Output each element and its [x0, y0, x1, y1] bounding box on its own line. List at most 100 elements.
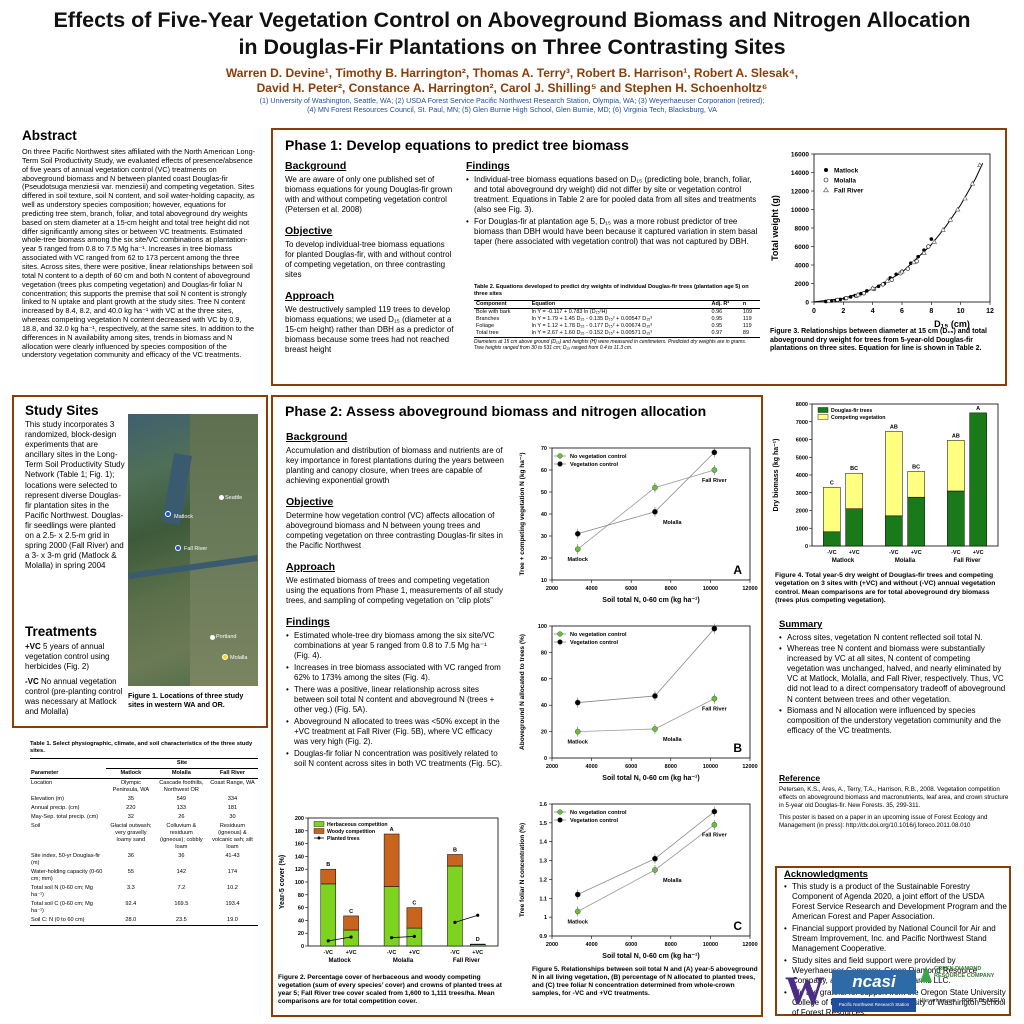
site-label: Matlock	[567, 919, 588, 925]
data-point	[652, 484, 658, 491]
tree-cover-line	[454, 914, 478, 923]
data-point-fall-river	[911, 259, 917, 265]
y-tick-label: 1.4	[539, 840, 548, 846]
phase2-finding-1: Estimated whole-tree dry biomass among t…	[286, 631, 504, 661]
mean-comparison-letter: B	[453, 847, 457, 853]
x-tick-label: 0	[812, 308, 816, 315]
panel-letter: C	[733, 919, 742, 933]
table-cell: 19.0	[227, 917, 238, 923]
y-axis-label: Year-5 cover (%)	[279, 855, 286, 909]
x-tick-label: +VC	[849, 550, 860, 556]
site-label: Matlock	[567, 557, 588, 563]
table-cell: 41-43	[225, 853, 240, 859]
x-tick-label: 2000	[546, 586, 558, 592]
acknowledgments-heading: Acknowledgments	[784, 869, 868, 880]
y-axis-label: Tree foliar N concentration (%)	[519, 823, 526, 917]
table-cell: 3.3	[126, 885, 135, 891]
treatment-novc-text: No annual vegetation control (pre-planti…	[25, 677, 123, 717]
table-row: Branches ln Y = 1.79 + 1.45 D₁₅ - 0.135 D…	[474, 316, 760, 323]
data-point	[652, 855, 658, 862]
table-row: May-Sep. total precip. (cm) 32 26 30	[30, 813, 258, 822]
y-axis-label: Tree + competing vegetation N (kg ha⁻¹)	[519, 452, 526, 575]
legend-label: Vegetation control	[570, 462, 618, 468]
green-diamond-logo: GREEN DIAMOND RESOURCE COMPANY	[934, 966, 995, 979]
y-tick-label: 60	[298, 906, 304, 912]
treatments-novc: -VC No annual vegetation control (pre-pl…	[25, 677, 125, 717]
legend-label: Douglas-fir trees	[831, 408, 872, 414]
data-point	[574, 699, 581, 706]
bar-segment	[947, 490, 965, 547]
x-tick-label: 6000	[625, 586, 637, 592]
map-label-seattle: Seattle	[225, 495, 243, 501]
panel-letter: A	[733, 563, 742, 577]
data-point	[574, 908, 581, 915]
legend-label: Fall River	[834, 188, 864, 195]
table-row: Total soil C (0-60 cm; Mg ha⁻¹) 92.4 169.5…	[30, 900, 258, 916]
affiliations-line2: (4) MN Forest Resources Council, St. Pau…	[307, 105, 717, 114]
y-tick-label: 60	[541, 468, 547, 474]
x-tick-label: 10000	[703, 586, 718, 592]
table2-caption: Table 2. Equations developed to predict …	[474, 284, 749, 297]
tree-cover-point	[349, 935, 353, 939]
table-cell: Total soil C (0-60 cm; Mg ha⁻¹)	[31, 901, 93, 914]
y-tick-label: 2000	[796, 509, 808, 515]
table-row: Location Olympic Peninsula, WA Cascade foo…	[30, 779, 258, 796]
bar-segment	[406, 907, 423, 929]
table-cell: 36	[127, 853, 134, 859]
figure5-caption: Figure 5. Relationships between soil tot…	[532, 966, 758, 997]
data-point-fall-river	[947, 216, 954, 222]
mean-comparison-letter: AB	[952, 433, 960, 439]
phase2-objective-heading: Objective	[286, 496, 334, 508]
table-row: Site index, 50-yr Douglas-fir (m) 36 36 41-…	[30, 852, 258, 868]
series-line	[577, 698, 715, 732]
map-label-matlock: Matlock	[174, 514, 193, 520]
table-cell: 0.95	[711, 316, 723, 322]
treatment-novc-label: -VC	[25, 677, 39, 686]
ack-item-2: Financial support provided by National C…	[784, 924, 1008, 954]
molalla-marker-icon[interactable]	[222, 654, 228, 660]
poster-title-line1: Effects of Five-Year Vegetation Control …	[53, 8, 971, 32]
x-tick-label: +VC	[346, 950, 357, 956]
table-cell: Soil	[31, 823, 41, 829]
mean-comparison-letter: C	[412, 901, 416, 907]
y-tick-label: 4000	[796, 473, 808, 479]
fall-river-marker-icon[interactable]	[175, 545, 181, 551]
table-cell: 549	[176, 796, 186, 802]
data-point	[652, 693, 658, 699]
table-cell: Bole with bark	[476, 309, 511, 315]
table2-note1: Diameters at 15 cm above ground (D₁₅) an…	[474, 339, 747, 345]
table-cell: 10.2	[227, 885, 238, 891]
phase1-objective-text: To develop individual-tree biomass equat…	[285, 240, 452, 279]
legend-marker	[824, 168, 828, 172]
data-point	[711, 449, 718, 456]
y-tick-label: 40	[541, 703, 547, 709]
y-tick-label: 0	[805, 300, 809, 307]
data-point-matlock	[865, 289, 869, 293]
bar-segment	[947, 440, 965, 492]
x-tick-label: 8000	[665, 764, 677, 770]
data-point-fall-river	[962, 195, 968, 201]
poster-title-line2: in Douglas-Fir Plantations on Three Cont…	[238, 35, 786, 59]
bar-segment	[320, 883, 337, 947]
figure3-caption: Figure 3. Relationships between diameter…	[770, 328, 987, 353]
ncasi-logo: ncasi	[832, 970, 916, 994]
table-cell: 23.5	[175, 917, 187, 923]
table1-header: Fall River	[219, 770, 246, 776]
bar-segment	[885, 515, 903, 547]
mean-comparison-letter: BC	[850, 466, 858, 472]
y-tick-label: 10000	[791, 207, 809, 214]
treatments-vc: +VC 5 years of annual vegetation control…	[25, 642, 125, 672]
reference-section: Reference Petersen, K.S., Ares, A., Terr…	[779, 772, 1009, 830]
ack-item-1: This study is a product of the Sustainab…	[784, 882, 1008, 922]
matlock-marker-icon[interactable]	[165, 511, 171, 517]
phase2-approach-heading: Approach	[286, 561, 336, 573]
phase1-findings-heading: Findings	[466, 160, 510, 172]
x-axis-label: Soil total N, 0-60 cm (kg ha⁻¹)	[602, 597, 699, 604]
affiliations-line1: (1) University of Washington, Seattle, W…	[259, 96, 765, 105]
mean-comparison-letter: C	[830, 480, 834, 486]
y-tick-label: 6000	[795, 244, 810, 251]
legend-label: Vegetation control	[570, 818, 618, 824]
data-point-fall-river	[855, 291, 861, 297]
tree-cover-line	[328, 936, 352, 942]
site-label: Fall River	[702, 833, 728, 839]
